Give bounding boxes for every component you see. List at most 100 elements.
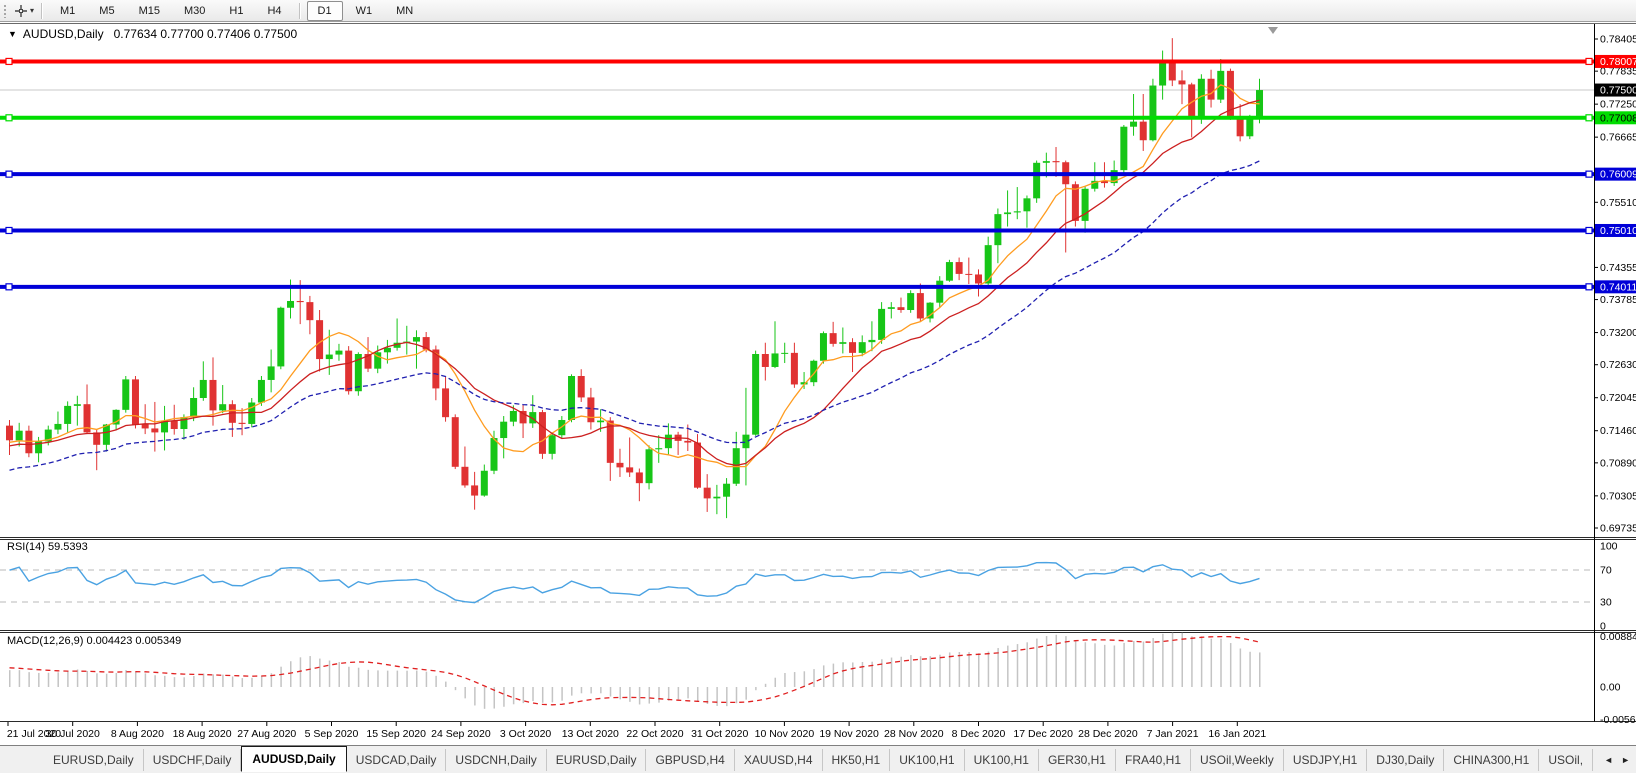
svg-text:0.71460: 0.71460 (1600, 425, 1636, 437)
hline-handle[interactable] (1585, 283, 1593, 291)
tabs-scroll-left-button[interactable]: ◄ (1604, 755, 1614, 765)
toolbar-drag-handle[interactable] (3, 3, 7, 18)
hline-handle[interactable] (1585, 170, 1593, 178)
chart-tab-usdchf-daily-1[interactable]: USDCHF,Daily (144, 748, 242, 771)
tabs-scroll-arrows: ◄ ► (1600, 746, 1634, 773)
svg-text:0.73785: 0.73785 (1600, 294, 1636, 306)
chart-tab-uk100-h1-9[interactable]: UK100,H1 (890, 748, 965, 771)
hline-0.74011[interactable] (0, 283, 1594, 291)
chart-tab-china300-h1-16[interactable]: CHINA300,H1 (1444, 748, 1540, 771)
crosshair-tool-icon[interactable]: ▾ (14, 4, 34, 18)
hline-handle[interactable] (5, 170, 13, 178)
chart-tab-usdcnh-daily-4[interactable]: USDCNH,Daily (446, 748, 547, 771)
timeframe-button-W1[interactable]: W1 (355, 4, 373, 17)
svg-text:24 Sep 2020: 24 Sep 2020 (431, 728, 491, 740)
timeframe-buttons: M1 M5 M15 M30 H1 H4 D1 W1 MN (48, 0, 425, 21)
svg-text:8 Aug 2020: 8 Aug 2020 (111, 728, 164, 740)
svg-text:0.77250: 0.77250 (1600, 99, 1636, 111)
timeframe-button-M30[interactable]: M30 (183, 4, 206, 17)
svg-text:0.74355: 0.74355 (1600, 262, 1636, 274)
svg-text:0.77500: 0.77500 (1600, 85, 1636, 97)
hline-0.77008[interactable] (0, 114, 1594, 122)
hline-0.78007[interactable] (0, 57, 1594, 66)
svg-text:16 Jan 2021: 16 Jan 2021 (1208, 728, 1266, 740)
svg-text:8 Dec 2020: 8 Dec 2020 (952, 728, 1006, 740)
timeframe-button-H1[interactable]: H1 (229, 4, 244, 17)
chart-tab-eurusd-daily-5[interactable]: EURUSD,Daily (547, 748, 647, 771)
hline-handle[interactable] (1585, 57, 1593, 66)
svg-text:0.00884: 0.00884 (1600, 631, 1636, 643)
chart-tab-eurusd-daily-0[interactable]: EURUSD,Daily (44, 748, 144, 771)
hline-handle[interactable] (5, 226, 13, 235)
chart-tab-usdcad-daily-3[interactable]: USDCAD,Daily (347, 748, 447, 771)
chart-tab-fra40-h1-12[interactable]: FRA40,H1 (1116, 748, 1192, 771)
svg-text:-0.005651: -0.005651 (1600, 714, 1636, 726)
tabs-scroll-right-button[interactable]: ► (1621, 755, 1630, 765)
hline-handle[interactable] (5, 283, 13, 291)
price-chart-canvas[interactable]: 0.78405 0.77835 0.77250 0.76665 0.75510 0.743… (0, 0, 1636, 745)
svg-text:10 Nov 2020: 10 Nov 2020 (755, 728, 815, 740)
macd-histogram (9, 632, 1261, 709)
svg-text:0.75510: 0.75510 (1600, 197, 1636, 209)
hline-handle[interactable] (5, 57, 13, 66)
svg-text:0.72630: 0.72630 (1600, 359, 1636, 371)
chart-shift-marker[interactable] (1268, 27, 1278, 34)
chart-tab-gbpusd-h4-6[interactable]: GBPUSD,H4 (646, 748, 735, 771)
chart-tab-xauusd-h4-7[interactable]: XAUUSD,H4 (735, 748, 823, 771)
svg-text:19 Nov 2020: 19 Nov 2020 (819, 728, 879, 740)
crosshair-icon (15, 4, 27, 17)
price-badge-0.78007: 0.78007 (1595, 54, 1636, 68)
timeframe-button-MN[interactable]: MN (396, 4, 414, 17)
svg-text:0.00: 0.00 (1600, 682, 1621, 694)
toolbar-separator (41, 2, 44, 19)
chart-tab-ger30-h1-11[interactable]: GER30,H1 (1039, 748, 1116, 771)
svg-text:28 Nov 2020: 28 Nov 2020 (884, 728, 944, 740)
rsi-line (9, 561, 1260, 604)
svg-text:18 Aug 2020: 18 Aug 2020 (173, 728, 232, 740)
timeframe-button-M5[interactable]: M5 (99, 4, 115, 17)
collapse-chart-icon[interactable]: ▼ (8, 29, 17, 39)
svg-text:21 Jul 2020: 21 Jul 2020 (7, 728, 61, 740)
macd-name: MACD(12,26,9) (7, 635, 84, 647)
svg-text:0.69735: 0.69735 (1600, 523, 1636, 535)
chart-symbol-period: AUDUSD,Daily (22, 27, 104, 41)
svg-text:0.78007: 0.78007 (1600, 56, 1636, 68)
chart-tabs-bar: EURUSD,Daily USDCHF,Daily AUDUSD,Daily USDC… (0, 745, 1636, 773)
chart-tab-usoil--17[interactable]: USOil, (1539, 748, 1594, 771)
hline-handle[interactable] (1585, 114, 1593, 122)
chart-tab-uk100-h1-10[interactable]: UK100,H1 (965, 748, 1039, 771)
svg-text:28 Dec 2020: 28 Dec 2020 (1078, 728, 1138, 740)
chart-tab-usoil-weekly-13[interactable]: USOil,Weekly (1191, 748, 1284, 771)
rsi-current-value: 59.5393 (47, 541, 88, 553)
hline-handle[interactable] (5, 114, 13, 122)
chart-tab-hk50-h1-8[interactable]: HK50,H1 (823, 748, 891, 771)
timeframe-button-M1[interactable]: M1 (60, 4, 76, 17)
ma-mid-line (9, 99, 1260, 467)
chart-tabs: EURUSD,Daily USDCHF,Daily AUDUSD,Daily USDC… (44, 746, 1594, 772)
price-axis[interactable]: 0.78405 0.77835 0.77250 0.76665 0.75510 0.743… (1594, 24, 1636, 726)
svg-text:22 Oct 2020: 22 Oct 2020 (626, 728, 683, 740)
svg-text:17 Dec 2020: 17 Dec 2020 (1013, 728, 1073, 740)
chart-tab-audusd-daily-2[interactable]: AUDUSD,Daily (241, 746, 347, 772)
hline-0.75010[interactable] (0, 226, 1594, 235)
timeframe-button-H4[interactable]: H4 (267, 4, 282, 17)
hline-handle[interactable] (1585, 226, 1593, 235)
ma-slow-line (9, 160, 1260, 471)
timeframe-button-M15[interactable]: M15 (138, 4, 160, 17)
svg-text:31 Oct 2020: 31 Oct 2020 (691, 728, 748, 740)
macd-current-values: 0.004423 0.005349 (86, 635, 182, 647)
chart-tab-usdjpy-h1-14[interactable]: USDJPY,H1 (1284, 748, 1368, 771)
price-badge-0.75010: 0.75010 (1595, 223, 1636, 237)
timeframe-button-D1[interactable]: D1 (306, 0, 343, 21)
svg-text:5 Sep 2020: 5 Sep 2020 (305, 728, 359, 740)
svg-text:0.74011: 0.74011 (1600, 281, 1636, 293)
macd-signal-line (9, 635, 1260, 706)
svg-text:0.73200: 0.73200 (1600, 327, 1636, 339)
hline-0.76009[interactable] (0, 170, 1594, 178)
chevron-down-icon[interactable]: ▾ (30, 6, 35, 15)
rsi-name: RSI(14) (7, 541, 45, 553)
chart-tab-dj30-daily-15[interactable]: DJ30,Daily (1367, 748, 1445, 771)
svg-text:0.77008: 0.77008 (1600, 112, 1636, 124)
price-badge-0.77008: 0.77008 (1595, 111, 1636, 125)
